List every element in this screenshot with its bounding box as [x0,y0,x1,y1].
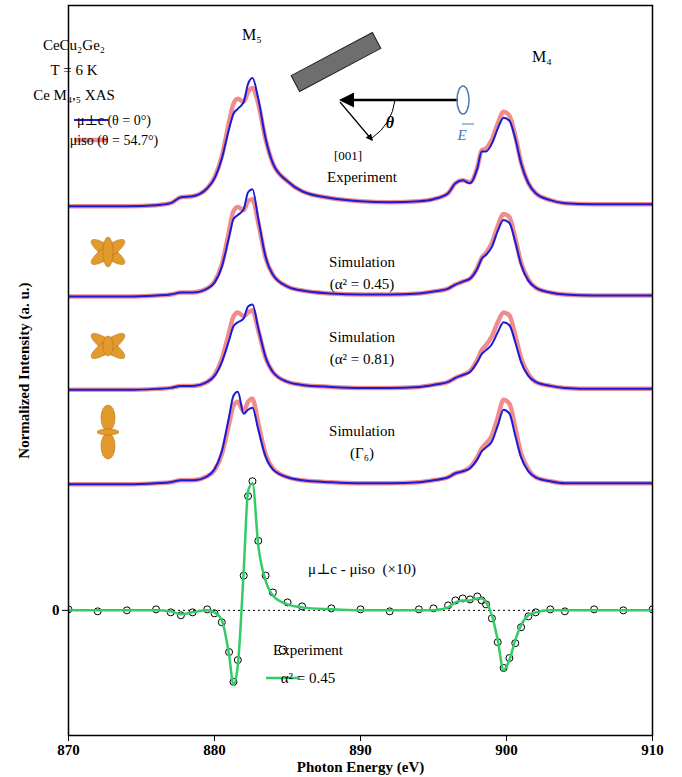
svg-text:Simulation: Simulation [329,423,395,439]
svg-text:[001]: [001] [334,148,362,163]
svg-text:(α² = 0.45): (α² = 0.45) [330,276,395,293]
svg-text:Ce M₄,₅ XAS: Ce M₄,₅ XAS [33,87,115,103]
svg-text:890: 890 [349,742,372,758]
svg-text:870: 870 [57,742,80,758]
svg-text:θ: θ [386,114,395,131]
svg-text:α² = 0.45: α² = 0.45 [281,670,336,686]
svg-text:0: 0 [52,602,60,618]
svg-text:Photon Energy (eV): Photon Energy (eV) [297,759,425,776]
svg-text:E: E [456,127,466,143]
svg-text:(Γ₆): (Γ₆) [350,445,374,462]
svg-text:μ⊥c - μiso (×10): μ⊥c - μiso (×10) [308,561,416,578]
svg-text:Simulation: Simulation [329,329,395,345]
svg-text:Experiment: Experiment [327,169,398,185]
svg-text:Experiment: Experiment [273,642,344,658]
svg-text:CeCu₂Ge₂: CeCu₂Ge₂ [43,37,105,53]
svg-text:910: 910 [641,742,664,758]
svg-text:M₄: M₄ [532,48,552,65]
svg-text:T = 6 K: T = 6 K [51,62,98,78]
svg-text:880: 880 [203,742,226,758]
svg-text:μiso (θ = 54.7°): μiso (θ = 54.7°) [70,133,159,149]
svg-text:μ⊥c (θ = 0°): μ⊥c (θ = 0°) [77,113,151,129]
svg-text:900: 900 [495,742,518,758]
svg-text:(α² = 0.81): (α² = 0.81) [330,351,395,368]
svg-text:Normalized Intensity (a. u.): Normalized Intensity (a. u.) [16,282,33,458]
svg-text:M₅: M₅ [242,26,262,43]
svg-text:Simulation: Simulation [329,254,395,270]
